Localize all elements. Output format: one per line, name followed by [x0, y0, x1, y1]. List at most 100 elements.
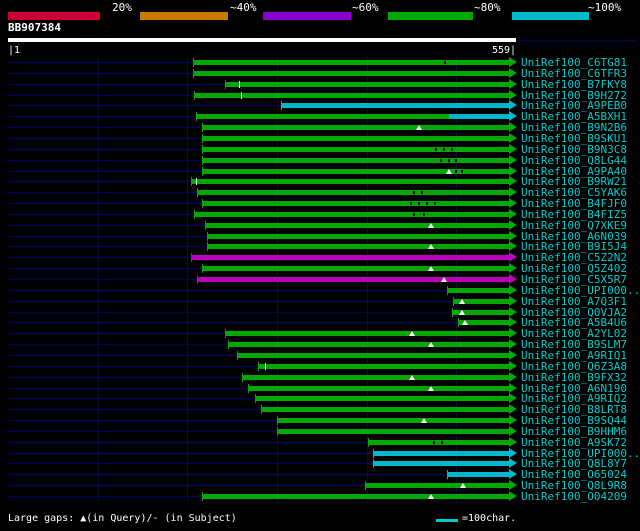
hit-label[interactable]: UniRef100_B8LRT8 — [521, 403, 627, 417]
hsp-bar[interactable] — [449, 114, 509, 120]
hsp-bar[interactable] — [364, 483, 509, 489]
hit-label[interactable]: UniRef100_B9N3C8 — [521, 142, 627, 156]
hit-label[interactable]: UniRef100_A6N039 — [521, 229, 627, 243]
hsp-bar[interactable] — [194, 211, 509, 217]
hit-label[interactable]: UniRef100_A2YL02 — [521, 327, 627, 341]
hit-label[interactable]: UniRef100_C6TG81 — [521, 56, 627, 69]
hit-label[interactable]: UniRef100_A9SK72 — [521, 435, 627, 449]
hsp-bar[interactable] — [201, 125, 509, 131]
hsp-bar[interactable] — [197, 190, 509, 196]
hit-label[interactable]: UniRef100_B9HHM6 — [521, 424, 627, 438]
hsp-bar[interactable] — [201, 135, 509, 141]
hsp-bar[interactable] — [260, 407, 509, 413]
hit-label[interactable]: UniRef100_C6TFR3 — [521, 66, 627, 80]
hit-row: UniRef100_UPI000... — [0, 283, 640, 297]
hsp-bar[interactable] — [372, 461, 509, 467]
hsp-bar[interactable] — [241, 374, 509, 380]
hsp-bar[interactable] — [207, 233, 509, 239]
gap-tick-icon — [240, 91, 242, 99]
hit-label[interactable]: UniRef100_B9H272 — [521, 88, 627, 102]
hsp-bar[interactable] — [447, 472, 509, 478]
hsp-bar[interactable] — [201, 146, 509, 152]
hsp-bar[interactable] — [201, 168, 509, 174]
hit-label[interactable]: UniRef100_O65024 — [521, 468, 627, 482]
hsp-bar[interactable] — [447, 287, 509, 293]
hit-label[interactable]: UniRef100_B4FJF0 — [521, 197, 627, 210]
bar-arrowhead-icon — [509, 274, 517, 284]
hit-label[interactable]: UniRef100_B4FIZ5 — [521, 207, 627, 221]
hsp-bar[interactable] — [190, 179, 509, 185]
hit-row: UniRef100_C6TG81 — [0, 57, 640, 68]
hsp-bar[interactable] — [276, 428, 509, 434]
identity-key-swatch — [388, 12, 473, 20]
hit-label[interactable]: UniRef100_A5B4U6 — [521, 316, 627, 330]
bar-arrowhead-icon — [509, 67, 517, 78]
hit-label[interactable]: UniRef100_B9I5J4 — [521, 240, 627, 254]
hsp-bar[interactable] — [227, 342, 509, 348]
hit-label[interactable]: UniRef100_B9FX32 — [521, 370, 627, 384]
hit-label[interactable]: UniRef100_Q8LG44 — [521, 153, 627, 167]
bar-arrowhead-icon — [509, 111, 517, 122]
hsp-bar[interactable] — [207, 244, 509, 250]
hit-label[interactable]: UniRef100_A9PA40 — [521, 164, 627, 178]
subject-gap-dash-icon — [413, 212, 415, 216]
hsp-bar[interactable] — [453, 298, 509, 304]
hit-label[interactable]: UniRef100_A9PEB0 — [521, 99, 627, 113]
hit-label[interactable]: UniRef100_Q6Z3A8 — [521, 359, 627, 373]
hsp-bar[interactable] — [190, 255, 509, 261]
hsp-bar[interactable] — [254, 396, 509, 402]
hit-label[interactable]: UniRef100_O04209 — [521, 490, 627, 503]
hit-label[interactable]: UniRef100_A9RIQ2 — [521, 392, 627, 406]
hsp-bar[interactable] — [192, 60, 509, 65]
hsp-bar[interactable] — [281, 103, 509, 109]
hsp-bar[interactable] — [201, 157, 509, 163]
hit-label[interactable]: UniRef100_Q0VJA2 — [521, 305, 627, 319]
hit-label[interactable]: UniRef100_UPI000... — [521, 446, 640, 460]
hit-label[interactable]: UniRef100_A6N190 — [521, 381, 627, 395]
hit-label[interactable]: UniRef100_C5X5R7 — [521, 273, 627, 286]
hsp-bar[interactable] — [194, 92, 509, 98]
subject-gap-dash-icon — [410, 202, 413, 205]
hit-label[interactable]: UniRef100_A9RIQ1 — [521, 348, 627, 362]
hsp-bar[interactable] — [201, 201, 509, 206]
hit-label[interactable]: UniRef100_UPI000... — [521, 283, 640, 297]
hsp-bar[interactable] — [368, 439, 509, 445]
hsp-bar[interactable] — [205, 222, 509, 228]
hsp-bar[interactable] — [276, 418, 509, 424]
hit-label[interactable]: UniRef100_B7FKY8 — [521, 77, 627, 91]
hit-label[interactable]: UniRef100_Q8L9R8 — [521, 479, 627, 493]
hsp-bar[interactable] — [451, 309, 509, 315]
hsp-bar[interactable] — [224, 331, 509, 337]
subject-gap-dash-icon — [448, 158, 450, 162]
hit-label[interactable]: UniRef100_C5Z2N2 — [521, 251, 627, 265]
scale-start-label: |1 — [8, 45, 21, 56]
hit-label[interactable]: UniRef100_B9SKU1 — [521, 131, 627, 145]
hsp-bar[interactable] — [457, 320, 509, 326]
hsp-bar[interactable] — [201, 494, 509, 499]
hsp-bar[interactable] — [258, 363, 509, 369]
hit-label[interactable]: UniRef100_B9SLM7 — [521, 338, 627, 352]
hit-label[interactable]: UniRef100_Q7XKE9 — [521, 218, 627, 232]
hit-label[interactable]: UniRef100_A7Q3F1 — [521, 294, 627, 308]
hit-label[interactable]: UniRef100_Q5Z402 — [521, 262, 627, 276]
hsp-bar[interactable] — [201, 266, 509, 272]
query-gap-triangle-icon — [462, 320, 469, 326]
hsp-bar[interactable] — [197, 277, 509, 282]
hit-label[interactable]: UniRef100_B9N2B6 — [521, 121, 627, 135]
hsp-bar[interactable] — [224, 81, 509, 87]
hit-label[interactable]: UniRef100_Q8L8Y7 — [521, 457, 627, 471]
hit-label[interactable]: UniRef100_B9SQ44 — [521, 414, 627, 428]
bar-start-tick — [254, 394, 256, 404]
hsp-bar[interactable] — [248, 385, 509, 391]
bar-start-tick — [276, 416, 278, 426]
hit-label[interactable]: UniRef100_B9RW21 — [521, 175, 627, 189]
subject-gap-dash-icon — [413, 191, 415, 195]
hsp-bar[interactable] — [372, 450, 509, 456]
hit-label[interactable]: UniRef100_C5YAK6 — [521, 186, 627, 200]
hsp-bar[interactable] — [236, 352, 509, 358]
hsp-bar[interactable] — [192, 70, 509, 76]
subject-gap-dash-icon — [426, 202, 429, 205]
bar-arrowhead-icon — [509, 382, 517, 393]
hsp-bar[interactable] — [196, 114, 449, 120]
hit-label[interactable]: UniRef100_A5BXH1 — [521, 110, 627, 124]
